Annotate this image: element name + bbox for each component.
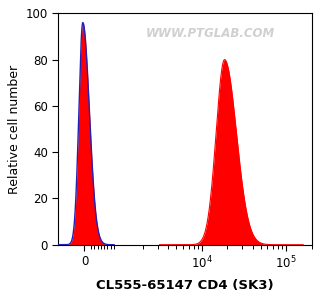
X-axis label: CL555-65147 CD4 (SK3): CL555-65147 CD4 (SK3) — [96, 279, 274, 292]
Y-axis label: Relative cell number: Relative cell number — [8, 64, 21, 194]
Text: WWW.PTGLAB.COM: WWW.PTGLAB.COM — [146, 27, 275, 40]
